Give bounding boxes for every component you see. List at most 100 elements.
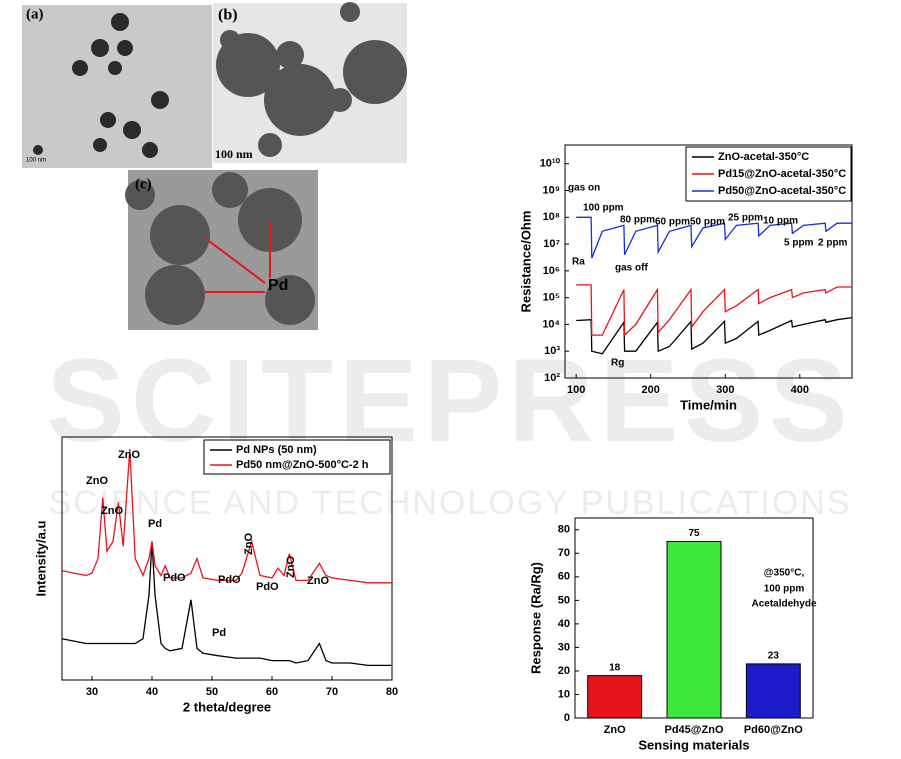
annotation: 50 ppm bbox=[690, 217, 725, 228]
x-tick-label: 60 bbox=[266, 686, 278, 698]
watermark-subtitle: SCIENCE AND TECHNOLOGY PUBLICATIONS bbox=[48, 484, 851, 522]
value-label: 23 bbox=[768, 651, 780, 662]
y-tick-label: 10⁴ bbox=[542, 318, 560, 330]
annotation: PdO bbox=[163, 572, 186, 584]
arrow bbox=[204, 237, 266, 284]
annotation: ZnO bbox=[101, 505, 123, 517]
particles bbox=[33, 13, 169, 158]
annotation: 5 ppm bbox=[784, 238, 814, 249]
x-axis-label: Sensing materials bbox=[638, 737, 749, 752]
annotation: 10 ppm bbox=[763, 216, 798, 227]
annotation: 25 ppm bbox=[728, 213, 763, 224]
annotation: ZnO bbox=[243, 533, 255, 555]
annotation: Pd bbox=[148, 518, 162, 530]
x-tick-label: 40 bbox=[146, 686, 158, 698]
value-label: 18 bbox=[609, 662, 621, 673]
legend-label: Pd15@ZnO-acetal-350°C bbox=[718, 168, 846, 180]
y-tick-label: 60 bbox=[558, 571, 570, 583]
x-tick-label: Pd60@ZnO bbox=[744, 724, 803, 736]
x-tick-label: Pd45@ZnO bbox=[664, 724, 723, 736]
watermark-title: SCITEPRESS bbox=[46, 335, 854, 467]
annotation: ZnO bbox=[285, 556, 297, 578]
legend-label: Pd50 nm@ZnO-500°C-2 h bbox=[236, 459, 369, 471]
y-tick-label: 80 bbox=[558, 524, 570, 536]
legend-label: ZnO-acetal-350°C bbox=[718, 151, 809, 163]
series-line bbox=[576, 216, 852, 259]
legend-label: Pd NPs (50 nm) bbox=[236, 444, 317, 456]
y-tick-label: 50 bbox=[558, 594, 570, 606]
tem-a: (a) 100 nm bbox=[22, 5, 212, 168]
annotation: Pd bbox=[212, 627, 226, 639]
annotation: 80 ppm bbox=[620, 215, 655, 226]
legend-box bbox=[685, 146, 852, 202]
value-label: 75 bbox=[688, 528, 700, 539]
y-tick-label: 10⁸ bbox=[543, 211, 560, 223]
y-tick-label: 10⁵ bbox=[543, 292, 560, 304]
annotation: Acetaldehyde bbox=[751, 599, 816, 610]
y-tick-label: 30 bbox=[558, 641, 570, 653]
y-tick-label: 10¹⁰ bbox=[540, 158, 561, 170]
annotation: Rg bbox=[611, 358, 624, 369]
y-tick-label: 10⁹ bbox=[543, 184, 560, 196]
y-tick-label: 10⁷ bbox=[543, 238, 560, 250]
series-line bbox=[61, 541, 392, 667]
panel-label: (b) bbox=[218, 7, 238, 24]
series-line bbox=[576, 284, 852, 337]
particles bbox=[125, 172, 315, 325]
annotation: 60 ppm bbox=[655, 217, 690, 228]
y-tick-label: 10 bbox=[558, 688, 570, 700]
annotation: ZnO bbox=[118, 449, 140, 461]
x-tick-label: 300 bbox=[716, 384, 734, 396]
x-tick-label: ZnO bbox=[604, 724, 626, 736]
annotation: gas off bbox=[615, 263, 648, 274]
x-tick-label: 50 bbox=[206, 686, 218, 698]
particles bbox=[216, 2, 407, 157]
x-tick-label: 30 bbox=[86, 686, 98, 698]
y-axis-label: Resistance/Ohm bbox=[518, 211, 533, 313]
annotation: Ra bbox=[572, 257, 585, 268]
panel-label: (c) bbox=[135, 176, 152, 192]
x-tick-label: 400 bbox=[791, 384, 809, 396]
image bbox=[22, 5, 212, 168]
x-tick-label: 200 bbox=[642, 384, 660, 396]
plot-frame bbox=[61, 436, 393, 681]
scale-bar: 100 nm bbox=[26, 158, 46, 164]
x-tick-label: 80 bbox=[386, 686, 398, 698]
y-tick-label: 70 bbox=[558, 547, 570, 559]
x-tick-label: 70 bbox=[326, 686, 338, 698]
y-tick-label: 10³ bbox=[544, 345, 560, 357]
annotation: Pd bbox=[268, 277, 288, 294]
y-tick-label: 10⁶ bbox=[543, 265, 560, 277]
y-tick-label: 0 bbox=[564, 712, 570, 724]
y-axis-label: Response (Ra/Rg) bbox=[528, 562, 543, 674]
annotation: 100 ppm bbox=[583, 203, 624, 214]
annotation: 2 ppm bbox=[818, 238, 848, 249]
y-axis-label: Intensity/a.u bbox=[33, 521, 48, 597]
y-tick-label: 40 bbox=[558, 618, 570, 630]
annotation: 100 ppm bbox=[764, 584, 805, 595]
tem-b: (b) 100 nm bbox=[213, 2, 407, 163]
bar bbox=[666, 541, 722, 719]
legend-box bbox=[203, 439, 391, 475]
bar bbox=[587, 675, 643, 719]
watermark: SCITEPRESS SCIENCE AND TECHNOLOGY PUBLIC… bbox=[46, 335, 854, 522]
legend-label: Pd50@ZnO-acetal-350°C bbox=[718, 185, 846, 197]
x-axis-label: 2 theta/degree bbox=[183, 699, 271, 714]
scale-bar: 100 nm bbox=[215, 147, 253, 161]
series-line bbox=[61, 449, 392, 584]
tem-c: (c) Pd bbox=[125, 170, 318, 330]
x-axis-label: Time/min bbox=[680, 397, 737, 412]
bar bbox=[745, 663, 801, 719]
plot-frame bbox=[564, 144, 853, 379]
annotation: gas on bbox=[568, 183, 600, 194]
y-tick-label: 10² bbox=[544, 372, 560, 384]
annotation: @350°C, bbox=[764, 568, 805, 579]
annotation: ZnO bbox=[307, 575, 329, 587]
annotation: PdO bbox=[218, 574, 241, 586]
x-tick-label: 100 bbox=[567, 384, 585, 396]
y-tick-label: 20 bbox=[558, 665, 570, 677]
annotation: ZnO bbox=[86, 475, 108, 487]
panel-label: (a) bbox=[26, 6, 44, 22]
